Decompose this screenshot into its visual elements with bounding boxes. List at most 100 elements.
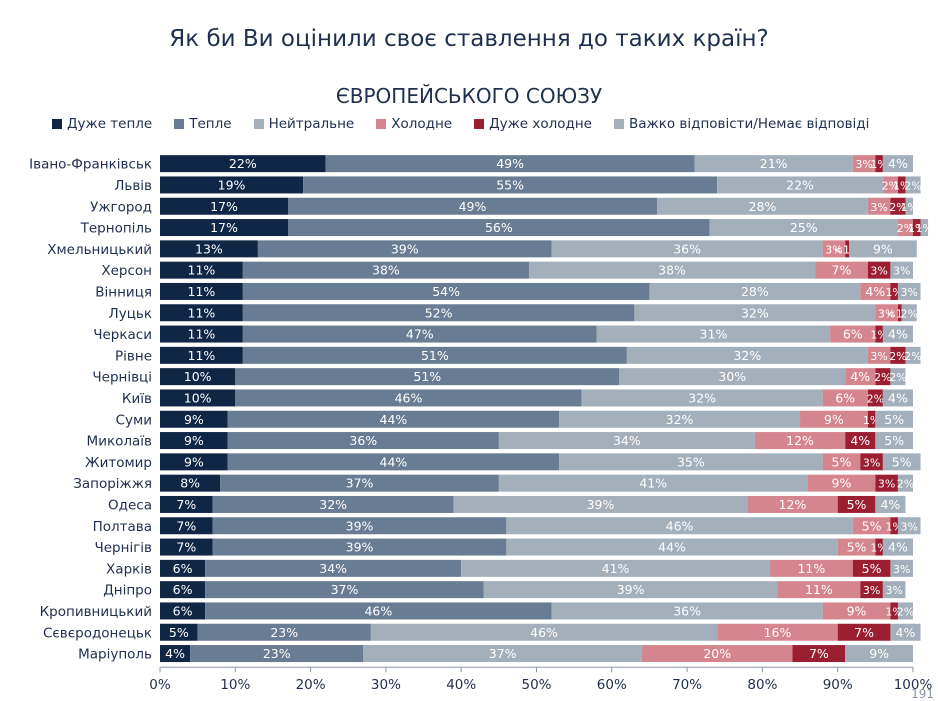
data-label: 34%	[319, 561, 347, 576]
data-label: 5%	[884, 433, 904, 448]
bar-segment	[890, 517, 898, 535]
data-label: 3%	[825, 243, 842, 256]
data-label: 9%	[832, 476, 852, 491]
bar-segment	[890, 623, 921, 641]
data-label: 32%	[741, 305, 769, 320]
data-label: 36%	[349, 433, 377, 448]
bar-segment	[197, 623, 371, 641]
bar-segment	[160, 432, 228, 450]
data-label: 51%	[421, 348, 449, 363]
bar-segment	[882, 538, 913, 556]
data-label: 51%	[413, 369, 441, 384]
data-label: 35%	[677, 454, 705, 469]
data-label: 39%	[587, 497, 615, 512]
data-label: 11%	[188, 327, 216, 342]
data-label: 6%	[835, 390, 855, 405]
bar-segment	[288, 219, 710, 237]
bar-segment	[897, 602, 913, 620]
data-label: 46%	[364, 603, 392, 618]
data-label: 2%	[889, 350, 906, 363]
legend-swatch	[474, 119, 485, 129]
data-label: 2%	[874, 371, 891, 384]
data-label: 9%	[184, 412, 204, 427]
data-label: 36%	[673, 603, 701, 618]
data-label: 11%	[188, 284, 216, 299]
bar-segment	[875, 325, 883, 343]
data-label: 19%	[218, 177, 246, 192]
bar-segment	[160, 197, 289, 215]
data-label: 11%	[797, 561, 825, 576]
bar-segment	[506, 538, 838, 556]
data-label: 3%	[901, 286, 918, 299]
category-label: Вінниця	[95, 284, 152, 300]
page-number: 191	[911, 687, 934, 701]
bar-segment	[634, 304, 876, 322]
data-label: 3%	[893, 563, 910, 576]
bar-segment	[641, 645, 793, 663]
x-tick-label: 70%	[672, 677, 702, 693]
data-label: 11%	[188, 348, 216, 363]
bar-segment	[649, 282, 861, 300]
data-label: 7%	[176, 540, 196, 555]
bar-segment	[709, 219, 898, 237]
data-label: 17%	[210, 220, 238, 235]
data-label: 36%	[673, 241, 701, 256]
data-label: 39%	[346, 540, 374, 555]
bar-segment	[619, 368, 846, 386]
data-label: 32%	[688, 390, 716, 405]
bar-segment	[227, 410, 560, 428]
bar-segment	[867, 197, 891, 215]
data-label: 6%	[843, 327, 863, 342]
data-label: 20%	[703, 646, 731, 661]
category-label: Тернопіль	[80, 221, 152, 237]
data-label: 37%	[346, 476, 374, 491]
bar-segment	[160, 304, 243, 322]
legend-label: Дуже холодне	[489, 116, 592, 132]
bar-segment	[848, 240, 917, 258]
bar-segment	[867, 261, 891, 279]
data-label: 41%	[639, 476, 667, 491]
data-label: 4%	[865, 284, 885, 299]
bar-segment	[160, 623, 198, 641]
bar-segment	[596, 325, 831, 343]
bar-segment	[656, 197, 868, 215]
category-label: Івано-Франківськ	[29, 157, 152, 173]
bar-segment	[242, 282, 650, 300]
data-label: 22%	[229, 156, 257, 171]
data-label: 25%	[790, 220, 818, 235]
bar-segment	[160, 410, 228, 428]
data-label: 6%	[173, 561, 193, 576]
data-label: 3%	[901, 520, 918, 533]
bar-segment	[235, 389, 582, 407]
bar-segment	[769, 559, 853, 577]
data-label: 4%	[896, 625, 916, 640]
legend-item-very-cold: Дуже холодне	[474, 116, 592, 132]
data-label: 52%	[425, 305, 453, 320]
data-label: 7%	[854, 625, 874, 640]
data-label: 4%	[888, 390, 908, 405]
data-label: 32%	[733, 348, 761, 363]
bar-segment	[160, 645, 191, 663]
bar-segment	[867, 410, 876, 428]
data-label: 6%	[173, 603, 193, 618]
bar-segment	[875, 304, 898, 322]
bar-segment	[626, 346, 868, 364]
bar-segment	[160, 368, 236, 386]
bar-segment	[815, 261, 868, 279]
category-label: Харків	[106, 561, 152, 577]
data-label: 11%	[805, 582, 833, 597]
bar-segment	[905, 176, 921, 194]
x-tick-label: 80%	[747, 677, 777, 693]
bar-segment	[160, 219, 289, 237]
legend-item-cold: Холодне	[376, 116, 452, 132]
data-label: 9%	[824, 412, 844, 427]
category-label: Маріуполь	[78, 647, 152, 663]
bar-segment	[882, 325, 913, 343]
bar-segment	[845, 240, 849, 258]
bar-segment	[160, 538, 213, 556]
data-label: 2%	[897, 222, 914, 235]
bar-segment	[483, 581, 778, 599]
data-label: 54%	[432, 284, 460, 299]
bar-segment	[882, 581, 906, 599]
